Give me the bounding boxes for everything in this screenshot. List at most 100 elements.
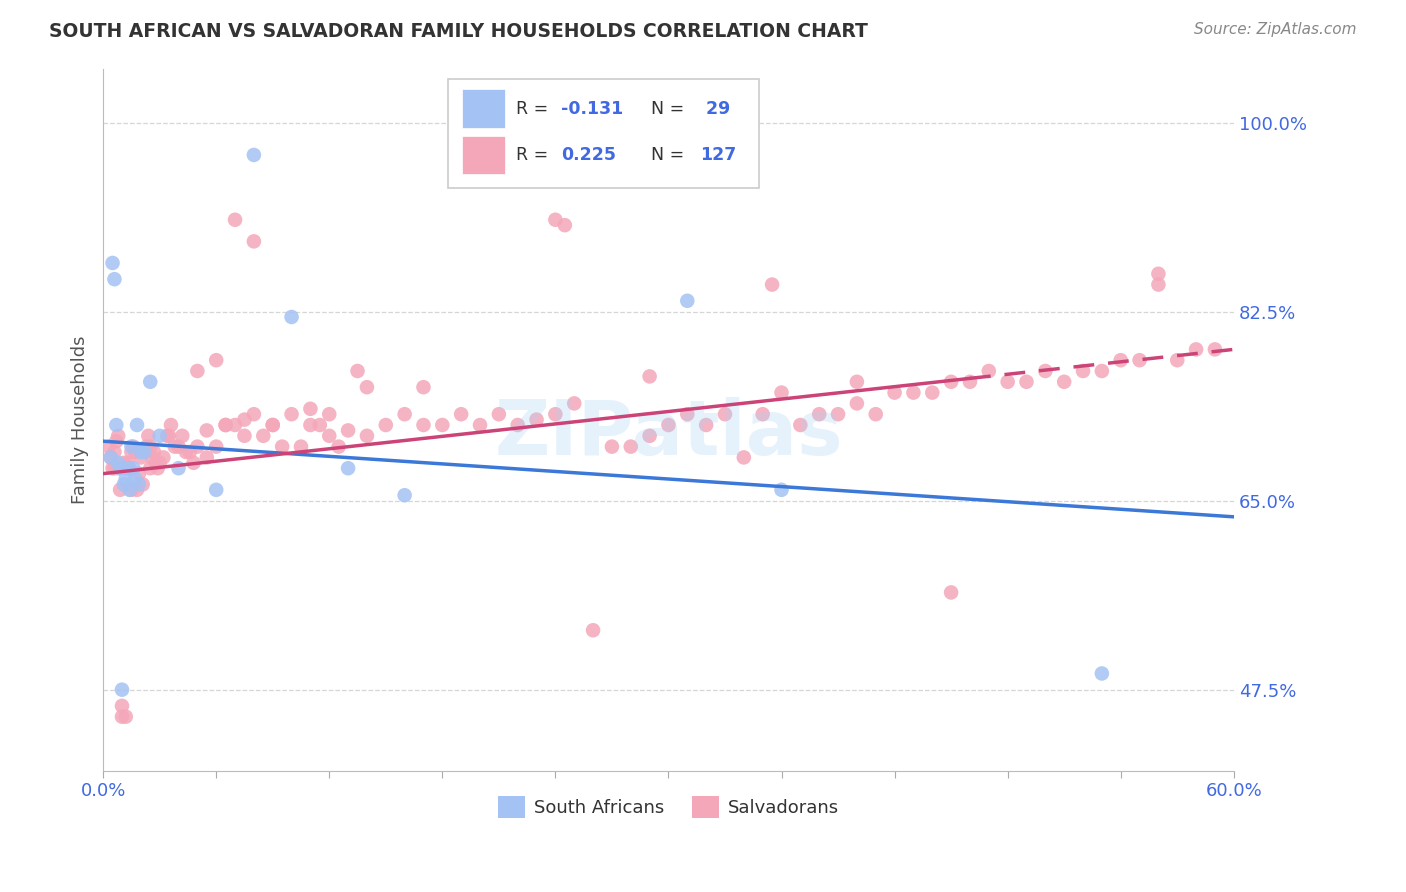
Point [299, 417, 322, 432]
Point [97, 440, 120, 454]
Point [135, 440, 157, 454]
Point [139, 440, 162, 454]
Text: 29: 29 [700, 100, 730, 118]
Point [554, 218, 576, 232]
Point [883, 385, 905, 400]
Point [233, 412, 256, 426]
Point [224, 417, 246, 432]
Point [1109, 353, 1132, 368]
Point [450, 407, 472, 421]
Point [224, 212, 246, 227]
Point [167, 461, 190, 475]
Point [1091, 666, 1114, 681]
Y-axis label: Family Households: Family Households [72, 335, 89, 504]
Point [977, 364, 1000, 378]
Point [103, 461, 125, 475]
Point [638, 429, 661, 443]
Point [1071, 364, 1094, 378]
Point [214, 417, 236, 432]
Point [160, 417, 183, 432]
Point [107, 461, 129, 475]
Point [143, 445, 166, 459]
Point [770, 385, 793, 400]
Point [657, 417, 679, 432]
Point [107, 429, 129, 443]
Point [128, 477, 150, 491]
Point [112, 477, 135, 491]
Text: Source: ZipAtlas.com: Source: ZipAtlas.com [1194, 22, 1357, 37]
Point [101, 461, 124, 475]
Point [186, 364, 208, 378]
Point [134, 445, 156, 459]
Point [827, 407, 849, 421]
Point [124, 445, 146, 459]
FancyBboxPatch shape [461, 136, 505, 174]
Point [280, 407, 302, 421]
Point [118, 483, 141, 497]
Point [1185, 343, 1208, 357]
Point [117, 461, 139, 475]
Text: N =: N = [651, 146, 690, 164]
Point [262, 417, 284, 432]
Point [114, 461, 136, 475]
Text: -0.131: -0.131 [561, 100, 623, 118]
Point [100, 450, 122, 465]
Point [544, 212, 567, 227]
Point [114, 472, 136, 486]
Point [328, 440, 350, 454]
Point [695, 417, 717, 432]
Point [318, 407, 340, 421]
Text: N =: N = [651, 100, 690, 118]
Point [337, 461, 360, 475]
Point [808, 407, 831, 421]
Point [1015, 375, 1038, 389]
Point [111, 709, 134, 723]
Point [506, 417, 529, 432]
Point [118, 461, 141, 475]
Point [141, 450, 163, 465]
Point [134, 445, 156, 459]
Point [205, 353, 228, 368]
Point [770, 483, 793, 497]
Point [374, 417, 396, 432]
Point [233, 429, 256, 443]
Point [214, 417, 236, 432]
Point [1204, 343, 1226, 357]
Point [167, 440, 190, 454]
Point [174, 445, 197, 459]
Point [108, 461, 131, 475]
Point [139, 461, 162, 475]
Point [676, 293, 699, 308]
Point [394, 407, 416, 421]
Point [179, 445, 201, 459]
Point [939, 375, 962, 389]
Point [271, 440, 294, 454]
Point [620, 440, 643, 454]
Point [128, 467, 150, 481]
Point [845, 375, 868, 389]
Point [117, 456, 139, 470]
Point [356, 429, 378, 443]
Point [526, 412, 548, 426]
Point [252, 429, 274, 443]
Point [129, 445, 152, 459]
Point [107, 456, 129, 470]
Point [903, 385, 925, 400]
Point [243, 148, 266, 162]
Point [105, 434, 128, 449]
Point [114, 709, 136, 723]
Point [761, 277, 783, 292]
Point [120, 445, 142, 459]
Text: ZIPatlas: ZIPatlas [494, 397, 842, 471]
Point [1033, 364, 1056, 378]
Point [122, 461, 145, 475]
Point [152, 450, 174, 465]
Point [432, 417, 454, 432]
Point [111, 682, 134, 697]
FancyBboxPatch shape [461, 89, 505, 128]
Point [959, 375, 981, 389]
Text: R =: R = [516, 100, 554, 118]
Point [156, 429, 179, 443]
Text: 127: 127 [700, 146, 737, 164]
Point [1147, 267, 1170, 281]
